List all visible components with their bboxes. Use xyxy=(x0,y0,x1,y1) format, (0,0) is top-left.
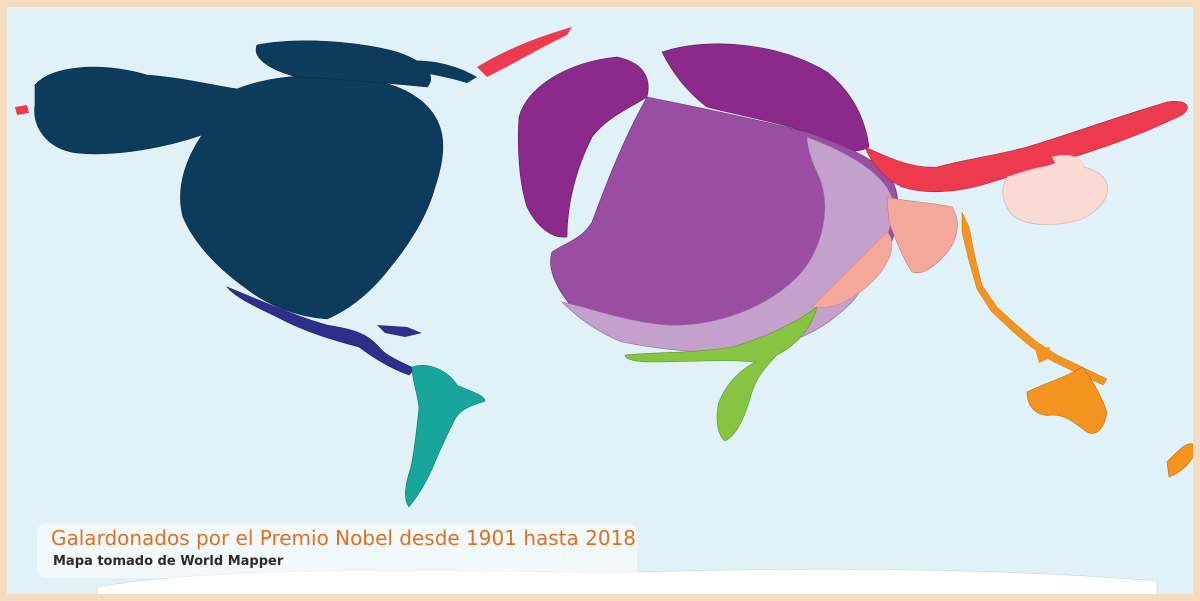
russia-region xyxy=(864,101,1188,193)
southeast-asia-region xyxy=(961,211,1108,386)
caribbean-islands xyxy=(377,325,422,337)
north-america-region xyxy=(34,66,444,320)
map-subtitle: Mapa tomado de World Mapper xyxy=(53,554,284,569)
map-title: Galardonados por el Premio Nobel desde 1… xyxy=(51,526,637,550)
japan-region xyxy=(1052,154,1085,172)
alaska-tip xyxy=(15,105,29,115)
new-zealand-region xyxy=(1166,443,1193,478)
uk-region xyxy=(517,56,649,238)
papua-region xyxy=(1035,347,1053,363)
australia-region xyxy=(1026,366,1108,434)
greenland-island xyxy=(255,40,432,88)
arctic-islands xyxy=(477,27,572,77)
south-asia-region xyxy=(811,231,893,308)
map-caption: Galardonados por el Premio Nobel desde 1… xyxy=(37,524,637,578)
south-america-region xyxy=(405,365,486,508)
africa-region xyxy=(624,306,818,442)
world-cartogram xyxy=(15,27,1193,594)
arctic-strip xyxy=(397,60,477,83)
east-asia-region xyxy=(1002,164,1108,225)
middle-east-region xyxy=(886,196,958,274)
